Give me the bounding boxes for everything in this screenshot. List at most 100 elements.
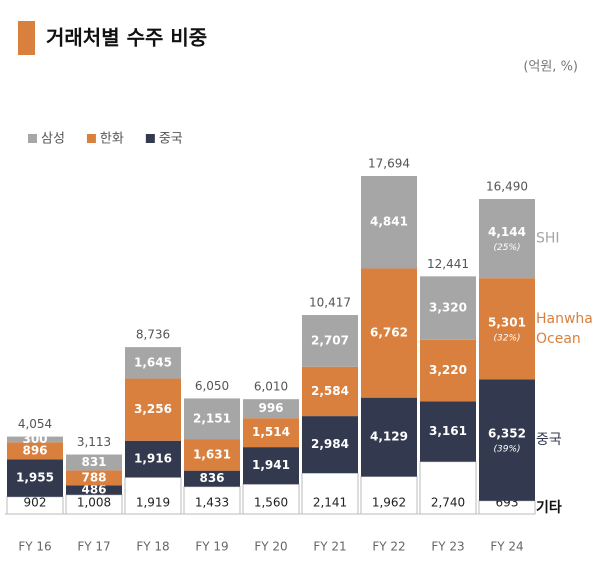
bar-segment [242,483,300,515]
bar-segment [479,278,535,380]
unit-label: (억원, %) [523,60,578,75]
bar-segment [184,470,240,487]
total-label: 6,010 [254,380,288,394]
bar-segment [302,315,358,367]
end-label: Ocean [536,331,581,347]
value-label: 4,841 [370,215,408,229]
value-label: 1,560 [254,496,288,510]
value-label: 1,919 [136,496,170,510]
bar-segment [125,378,181,441]
bar-segment [419,461,477,515]
share-label: (32%) [493,333,520,343]
legend-swatch [86,134,96,143]
bar-segment [7,459,63,497]
bar-segment [360,476,418,515]
value-label: 6,762 [370,326,408,340]
value-label: 5,301 [488,315,526,329]
legend-label: 중국 [159,132,183,147]
bar-segment [420,276,476,340]
chart-title: 거래처별 수주 비중 [46,26,207,50]
bar-segment [361,268,417,398]
value-label: 836 [199,471,224,485]
value-label: 1,645 [134,355,172,369]
value-label: 2,584 [311,384,349,398]
legend-swatch [28,134,37,143]
value-label: 1,631 [193,448,231,462]
bar-segment [420,339,476,402]
x-tick-label: FY 23 [431,540,464,554]
value-label: 3,220 [429,363,467,377]
x-tick-label: FY 19 [195,540,228,554]
share-label: (39%) [493,445,520,455]
value-label: 1,514 [252,425,290,439]
value-label: 2,740 [431,496,465,510]
bar-segment [302,416,358,474]
total-label: 12,441 [427,257,469,271]
value-label: 3,320 [429,301,467,315]
value-label: 1,008 [77,496,111,510]
value-label: 2,151 [193,411,231,425]
total-label: 3,113 [77,435,111,449]
x-tick-label: FY 24 [490,540,523,554]
bar-segment [125,347,181,379]
end-label: 기타 [536,500,562,516]
bar-segment [7,442,63,460]
value-label: 6,352 [488,427,526,441]
value-label: 486 [81,483,106,497]
share-label: (25%) [493,243,520,253]
title-marker [18,21,35,55]
bar-segment [478,500,536,515]
total-label: 6,050 [195,379,229,393]
bar-segment [66,485,122,495]
value-label: 896 [22,443,47,457]
value-label: 3,256 [134,402,172,416]
value-label: 788 [81,470,106,484]
end-label: 중국 [536,432,562,448]
total-label: 10,417 [309,296,351,310]
value-label: 300 [22,432,47,446]
bar-segment [302,366,358,417]
bar-segment [243,447,299,485]
end-label: SHI [536,231,560,247]
value-label: 2,984 [311,437,349,451]
x-tick-label: FY 17 [77,540,110,554]
bar-segment [66,470,122,486]
bar-segment [66,454,122,471]
total-label: 17,694 [368,157,410,171]
value-label: 1,916 [134,452,172,466]
value-label: 4,144 [488,225,526,239]
x-tick-label: FY 21 [313,540,346,554]
bar-segment [184,398,240,440]
value-label: 902 [24,496,47,510]
bar-segment [420,401,476,462]
legend-swatch [145,134,155,143]
value-label: 1,955 [16,471,54,485]
total-label: 4,054 [18,417,52,431]
value-label: 1,962 [372,496,406,510]
bar-segment [243,418,299,448]
bar-segment [243,399,299,419]
bar-segment [479,379,535,501]
legend-label: 삼성 [41,132,65,147]
value-label: 2,707 [311,333,349,347]
x-tick-label: FY 18 [136,540,169,554]
value-label: 1,433 [195,496,229,510]
bar-segment [361,176,417,269]
bar-segment [479,198,535,279]
x-tick-label: FY 20 [254,540,287,554]
bar-segment [361,397,417,477]
value-label: 3,161 [429,424,467,438]
end-label: Hanwha [536,311,593,327]
value-label: 1,941 [252,458,290,472]
value-label: 4,129 [370,430,408,444]
bar-segment [183,486,241,515]
total-label: 8,736 [136,328,170,342]
legend-label: 한화 [100,132,124,147]
bar-segment [125,440,181,478]
total-label: 16,490 [486,179,528,193]
bar-segment [184,439,240,471]
x-tick-label: FY 22 [372,540,405,554]
bar-segment [7,436,63,443]
value-label: 996 [258,401,283,415]
